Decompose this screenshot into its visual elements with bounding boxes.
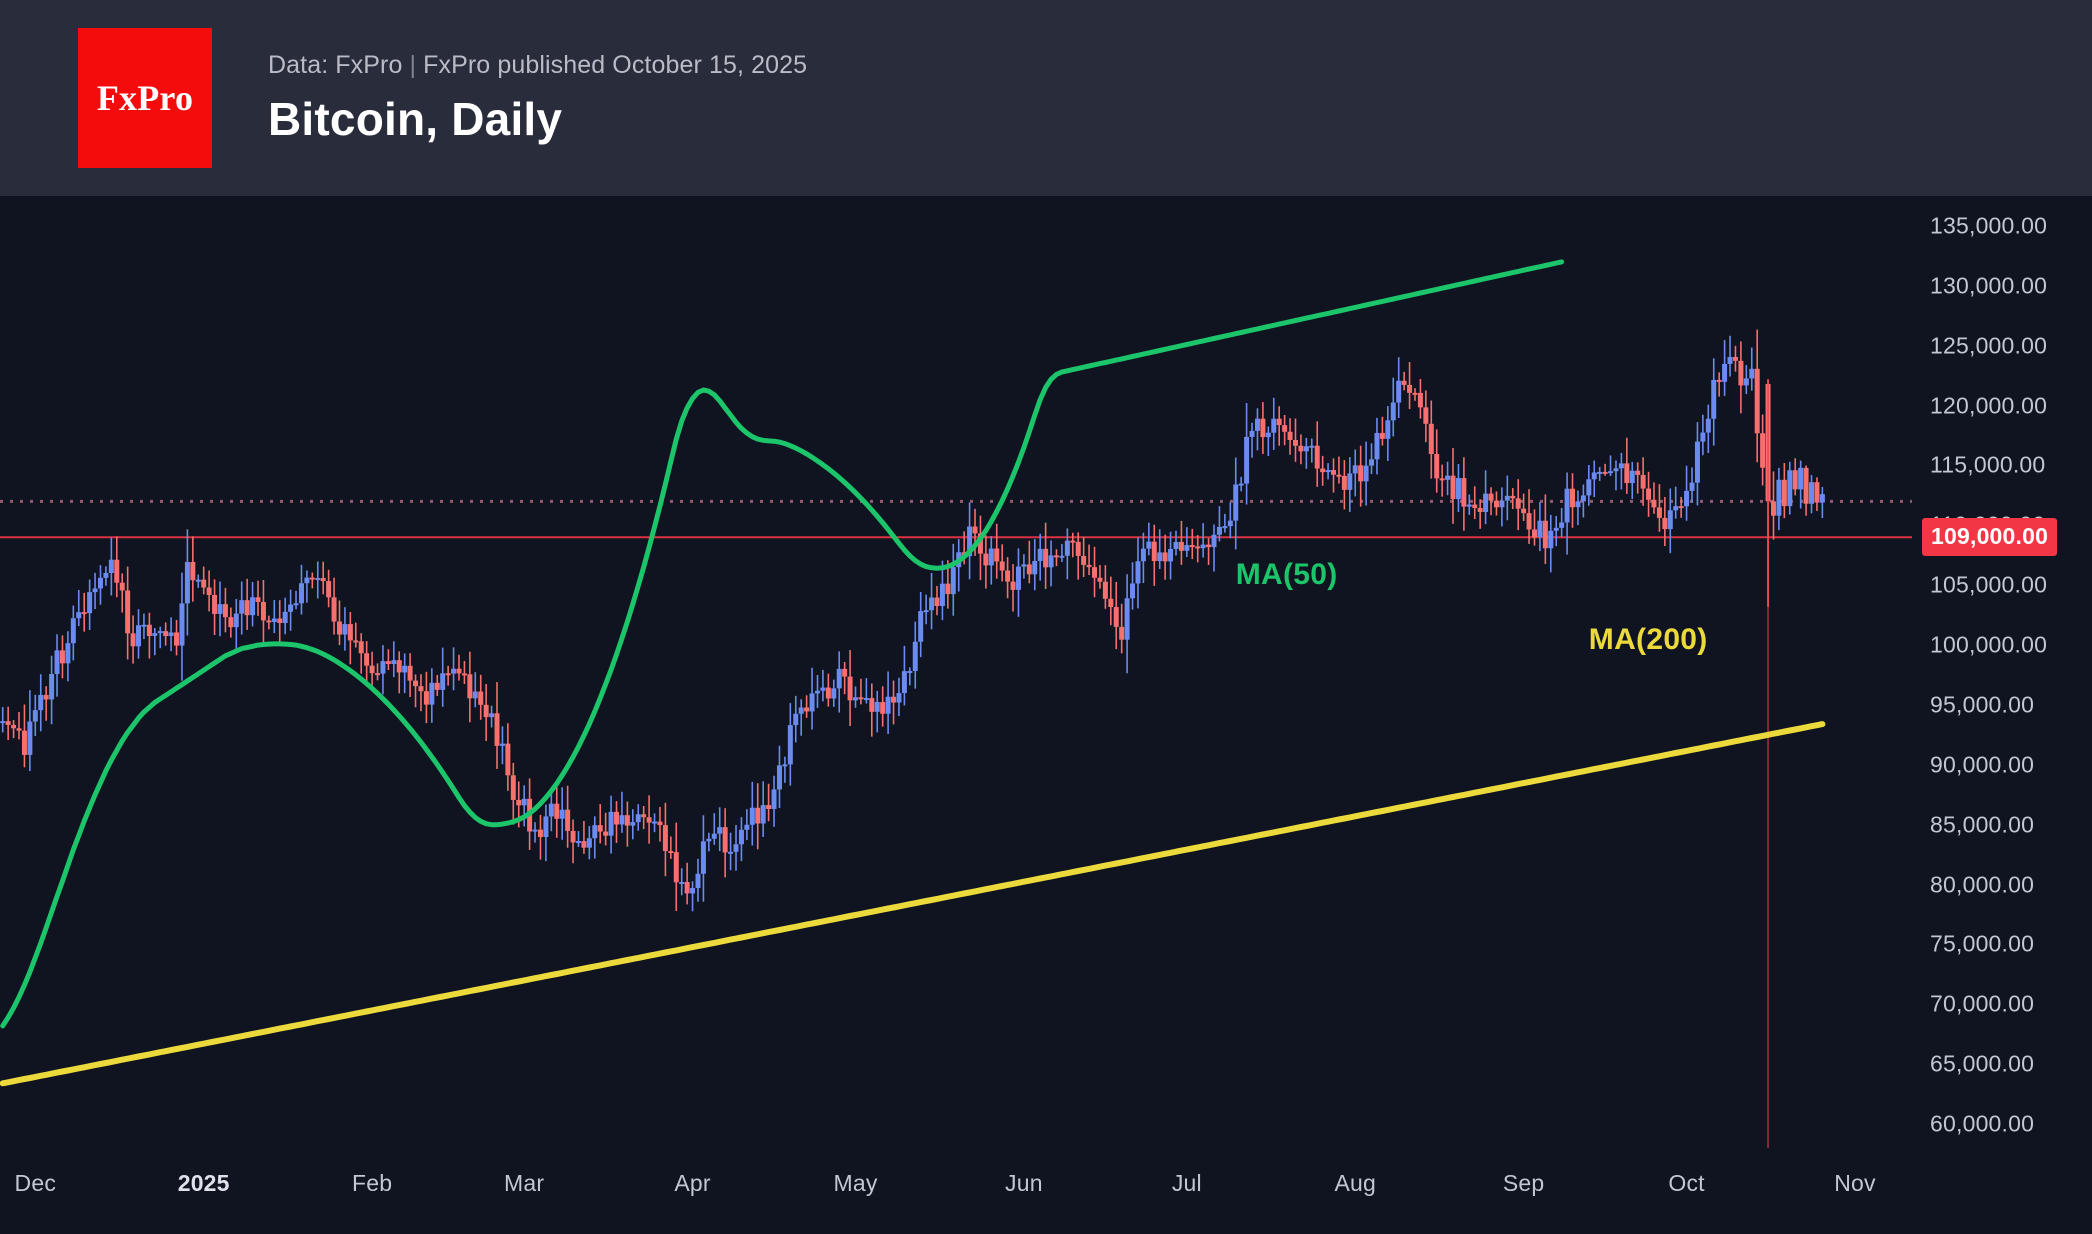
time-tick-label: Mar (504, 1170, 545, 1196)
time-tick-label: Jul (1171, 1170, 1202, 1196)
price-tick-label: 100,000.00 (1930, 631, 2048, 658)
time-tick-label: Nov (1834, 1170, 1876, 1196)
time-tick-label: Sep (1502, 1170, 1545, 1196)
fxpro-logo: FxPro (78, 28, 212, 168)
time-tick-label: Aug (1334, 1170, 1376, 1196)
plot-area[interactable]: MA(50) MA(200) (0, 196, 1912, 1148)
time-tick-label: Apr (674, 1170, 711, 1196)
logo-text: FxPro (96, 78, 194, 118)
price-tick-label: 85,000.00 (1930, 811, 2035, 838)
price-tick-label: 125,000.00 (1930, 332, 2048, 359)
ma200-line (0, 721, 1826, 1087)
source-line: Data: FxPro | FxPro published October 15, … (268, 51, 807, 80)
current-price-badge[interactable]: 109,000.00 (1922, 518, 2058, 557)
price-tick-label: 135,000.00 (1930, 212, 2048, 239)
time-axis[interactable]: Dec 2025 Feb Mar Apr May Jun Jul Aug Sep Oct Nov (0, 1148, 1912, 1234)
price-tick-label: 80,000.00 (1930, 871, 2035, 898)
source-publisher: FxPro published October 15, 2025 (423, 50, 808, 79)
price-tick-label: 95,000.00 (1930, 691, 2035, 718)
time-tick-label: May (833, 1170, 878, 1196)
chart-container: MA(50) MA(200) 135,000.00 130,000.00 125,00… (0, 196, 2092, 1234)
source-separator: | (409, 50, 417, 79)
time-tick-label: Feb (351, 1170, 393, 1196)
page-title: Bitcoin, Daily (268, 92, 563, 145)
candle-series (0, 329, 1825, 912)
time-tick-label: Dec (14, 1170, 57, 1196)
time-tick-label: 2025 (177, 1170, 230, 1196)
price-tick-label: 60,000.00 (1930, 1110, 2035, 1137)
price-tick-label: 75,000.00 (1930, 930, 2035, 957)
time-tick-label: Oct (1668, 1170, 1705, 1196)
source-prefix: Data: FxPro (268, 50, 403, 79)
time-tick-label: Jun (1005, 1170, 1043, 1196)
price-tick-label: 130,000.00 (1930, 272, 2048, 299)
ma50-line (0, 259, 1565, 1029)
price-tick-label: 120,000.00 (1930, 392, 2048, 419)
page-header: FxPro Data: FxPro | FxPro published Octobe… (0, 0, 2092, 196)
price-tick-label: 70,000.00 (1930, 990, 2035, 1017)
price-tick-label: 105,000.00 (1930, 571, 2048, 598)
header-text-block: Data: FxPro | FxPro published October 15, … (268, 51, 807, 146)
price-tick-label: 90,000.00 (1930, 751, 2035, 778)
candlestick-svg (0, 259, 1912, 1148)
price-tick-label: 65,000.00 (1930, 1050, 2035, 1077)
price-tick-label: 115,000.00 (1930, 451, 2046, 478)
price-axis[interactable]: 135,000.00 130,000.00 125,000.00 120,000.00… (1922, 196, 2092, 1148)
